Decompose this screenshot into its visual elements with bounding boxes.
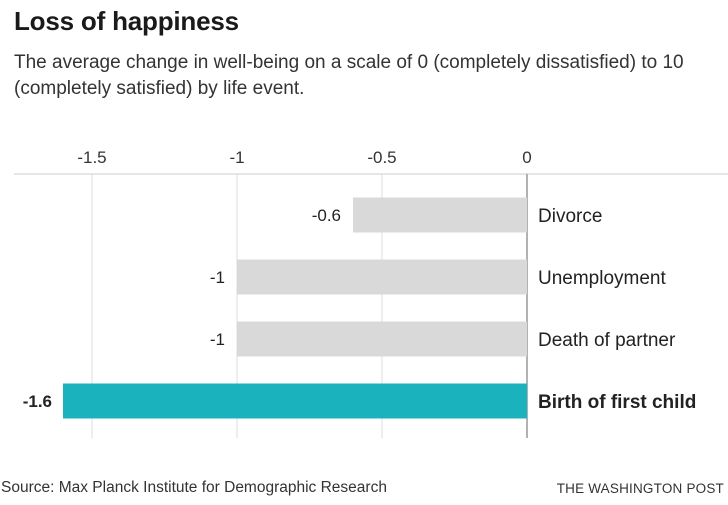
bar — [353, 197, 527, 233]
value-label: -0.6 — [312, 206, 341, 225]
bar-labels: -0.6 Divorce -1 Unemployment -1 Death of part… — [23, 206, 697, 413]
bars — [63, 197, 527, 419]
tick-label: 0 — [522, 148, 531, 167]
category-label: Death of partner — [538, 330, 676, 351]
tick-label: -0.5 — [367, 148, 396, 167]
value-label: -1 — [210, 268, 225, 287]
category-label: Unemployment — [538, 268, 666, 289]
bar — [237, 321, 527, 357]
chart-subtitle: The average change in well-being on a sc… — [14, 52, 684, 99]
tick-label: -1 — [229, 148, 244, 167]
source-note: Source: Max Planck Institute for Demogra… — [1, 479, 387, 496]
bar-highlighted — [63, 383, 527, 419]
bar-chart: -1.5 -1 -0.5 0 -0.6 Divorce -1 Unemployment -1 D… — [14, 148, 728, 438]
tick-label: -1.5 — [77, 148, 106, 167]
bar — [237, 259, 527, 295]
category-label: Divorce — [538, 206, 602, 227]
category-label: Birth of first child — [538, 392, 696, 413]
x-axis-ticks: -1.5 -1 -0.5 0 — [77, 148, 531, 167]
publisher-brand: THE WASHINGTON POST — [556, 481, 724, 496]
value-label: -1.6 — [23, 392, 52, 411]
value-label: -1 — [210, 330, 225, 349]
chart-title: Loss of happiness — [14, 6, 239, 36]
